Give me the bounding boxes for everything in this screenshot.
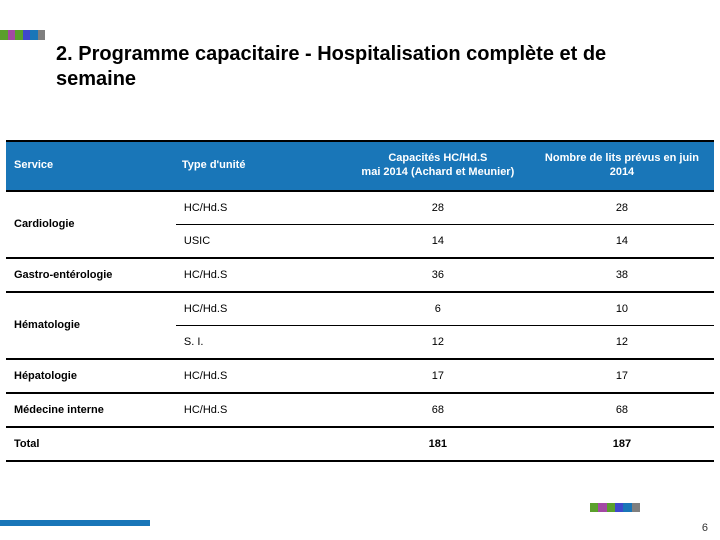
accent-swatch <box>598 503 606 512</box>
accent-swatch <box>0 30 8 40</box>
footer-color-tab <box>590 503 640 512</box>
cell-total-capacity: 181 <box>346 427 530 461</box>
cell-planned: 12 <box>530 325 714 359</box>
accent-swatch <box>30 30 38 40</box>
accent-swatch <box>632 503 640 512</box>
cell-planned: 10 <box>530 292 714 326</box>
table-total-row: Total 181187 <box>6 427 714 461</box>
cell-type: HC/Hd.S <box>176 191 346 225</box>
cell-capacity: 28 <box>346 191 530 225</box>
capacity-table: Service Type d'unité Capacités HC/Hd.Sma… <box>6 140 714 462</box>
cell-capacity: 17 <box>346 359 530 393</box>
cell-service: Hématologie <box>6 292 176 359</box>
cell-total-label: Total <box>6 427 176 461</box>
accent-swatch <box>23 30 31 40</box>
cell-service: Médecine interne <box>6 393 176 427</box>
cell-empty <box>176 427 346 461</box>
accent-swatch <box>607 503 615 512</box>
cell-capacity: 68 <box>346 393 530 427</box>
cell-capacity: 36 <box>346 258 530 292</box>
cell-type: HC/Hd.S <box>176 359 346 393</box>
cell-planned: 68 <box>530 393 714 427</box>
cell-service: Hépatologie <box>6 359 176 393</box>
table-body: CardiologieHC/Hd.S2828USIC1414Gastro-ent… <box>6 191 714 461</box>
table-row: Gastro-entérologieHC/Hd.S3638 <box>6 258 714 292</box>
cell-total-planned: 187 <box>530 427 714 461</box>
accent-swatch <box>623 503 631 512</box>
cell-capacity: 14 <box>346 224 530 258</box>
th-planned: Nombre de lits prévus en juin 2014 <box>530 141 714 191</box>
table-row: Médecine interneHC/Hd.S6868 <box>6 393 714 427</box>
cell-planned: 38 <box>530 258 714 292</box>
cell-type: USIC <box>176 224 346 258</box>
accent-swatch <box>590 503 598 512</box>
cell-type: S. I. <box>176 325 346 359</box>
cell-capacity: 6 <box>346 292 530 326</box>
table-row: HépatologieHC/Hd.S1717 <box>6 359 714 393</box>
accent-swatch <box>615 503 623 512</box>
accent-swatch <box>38 30 46 40</box>
cell-type: HC/Hd.S <box>176 258 346 292</box>
table-header-row: Service Type d'unité Capacités HC/Hd.Sma… <box>6 141 714 191</box>
table-row: HématologieHC/Hd.S610 <box>6 292 714 326</box>
cell-type: HC/Hd.S <box>176 393 346 427</box>
cell-capacity: 12 <box>346 325 530 359</box>
table-row: CardiologieHC/Hd.S2828 <box>6 191 714 225</box>
accent-swatch <box>15 30 23 40</box>
cell-service: Cardiologie <box>6 191 176 258</box>
th-service: Service <box>6 141 176 191</box>
footer-blue-bar <box>0 520 150 526</box>
th-capacity: Capacités HC/Hd.Smai 2014 (Achard et Meu… <box>346 141 530 191</box>
page-title: 2. Programme capacitaire - Hospitalisati… <box>56 42 656 92</box>
cell-type: HC/Hd.S <box>176 292 346 326</box>
page-number: 6 <box>702 522 708 534</box>
capacity-table-wrap: Service Type d'unité Capacités HC/Hd.Sma… <box>0 140 720 462</box>
cell-service: Gastro-entérologie <box>6 258 176 292</box>
accent-color-tab <box>0 30 45 40</box>
accent-swatch <box>8 30 16 40</box>
th-type: Type d'unité <box>176 141 346 191</box>
cell-planned: 14 <box>530 224 714 258</box>
cell-planned: 17 <box>530 359 714 393</box>
cell-planned: 28 <box>530 191 714 225</box>
